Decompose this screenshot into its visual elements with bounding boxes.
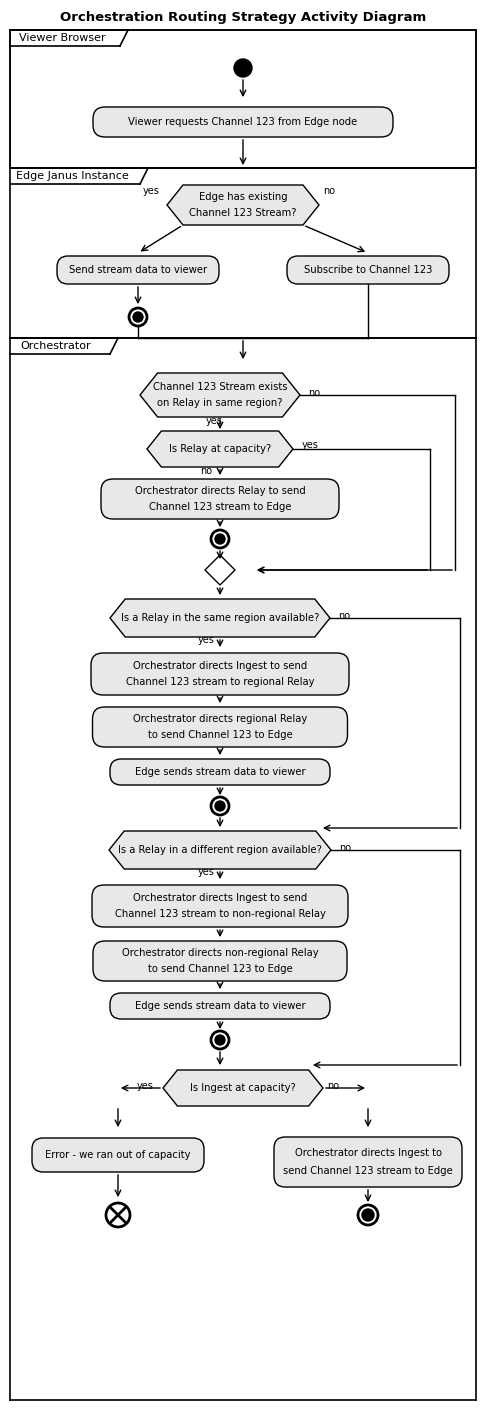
FancyBboxPatch shape: [110, 993, 330, 1020]
Text: no: no: [323, 186, 335, 196]
Polygon shape: [163, 1071, 323, 1106]
Text: Channel 123 Stream?: Channel 123 Stream?: [189, 207, 297, 219]
Circle shape: [211, 530, 229, 548]
Circle shape: [215, 801, 225, 811]
Text: Error - we ran out of capacity: Error - we ran out of capacity: [45, 1150, 191, 1160]
Polygon shape: [167, 185, 319, 224]
Text: Subscribe to Channel 123: Subscribe to Channel 123: [304, 266, 432, 275]
Text: to send Channel 123 to Edge: to send Channel 123 to Edge: [148, 730, 293, 740]
Text: to send Channel 123 to Edge: to send Channel 123 to Edge: [148, 964, 293, 974]
FancyBboxPatch shape: [101, 479, 339, 518]
Circle shape: [106, 1203, 130, 1227]
Text: Edge has existing: Edge has existing: [199, 192, 287, 202]
Text: yes: yes: [198, 868, 214, 878]
Polygon shape: [140, 373, 300, 417]
Text: Is a Relay in the same region available?: Is a Relay in the same region available?: [121, 613, 319, 623]
FancyBboxPatch shape: [93, 941, 347, 981]
Text: Viewer Browser: Viewer Browser: [18, 33, 105, 43]
Text: yes: yes: [302, 440, 319, 450]
Text: Channel 123 stream to non-regional Relay: Channel 123 stream to non-regional Relay: [115, 909, 326, 919]
Text: on Relay in same region?: on Relay in same region?: [157, 398, 283, 408]
Circle shape: [215, 534, 225, 544]
Text: no: no: [327, 1081, 339, 1091]
FancyBboxPatch shape: [92, 885, 348, 927]
FancyBboxPatch shape: [110, 760, 330, 785]
Circle shape: [358, 1206, 378, 1225]
Circle shape: [362, 1208, 374, 1221]
Text: Edge Janus Instance: Edge Janus Instance: [16, 170, 128, 180]
FancyBboxPatch shape: [287, 256, 449, 284]
Text: Orchestrator directs Ingest to: Orchestrator directs Ingest to: [295, 1147, 441, 1157]
Text: no: no: [338, 611, 350, 621]
FancyBboxPatch shape: [91, 653, 349, 694]
Polygon shape: [147, 432, 293, 467]
Circle shape: [211, 1031, 229, 1049]
Text: yes: yes: [198, 635, 214, 645]
Text: Viewer requests Channel 123 from Edge node: Viewer requests Channel 123 from Edge no…: [128, 116, 358, 126]
Text: Edge sends stream data to viewer: Edge sends stream data to viewer: [135, 767, 305, 777]
Text: Orchestrator directs Ingest to send: Orchestrator directs Ingest to send: [133, 660, 307, 672]
FancyBboxPatch shape: [57, 256, 219, 284]
Text: send Channel 123 stream to Edge: send Channel 123 stream to Edge: [283, 1166, 453, 1176]
Circle shape: [234, 60, 252, 77]
Text: Orchestrator: Orchestrator: [21, 341, 91, 351]
FancyBboxPatch shape: [274, 1137, 462, 1187]
Text: Orchestration Routing Strategy Activity Diagram: Orchestration Routing Strategy Activity …: [60, 11, 426, 24]
Text: Orchestrator directs Relay to send: Orchestrator directs Relay to send: [135, 486, 305, 496]
Text: Is Ingest at capacity?: Is Ingest at capacity?: [190, 1083, 296, 1093]
FancyBboxPatch shape: [92, 707, 347, 747]
Polygon shape: [109, 831, 331, 869]
Text: Orchestrator directs non-regional Relay: Orchestrator directs non-regional Relay: [122, 949, 318, 959]
Text: Edge sends stream data to viewer: Edge sends stream data to viewer: [135, 1001, 305, 1011]
Text: no: no: [200, 466, 212, 476]
Text: Send stream data to viewer: Send stream data to viewer: [69, 266, 207, 275]
Circle shape: [211, 797, 229, 815]
Text: yes: yes: [142, 186, 159, 196]
Circle shape: [133, 312, 143, 322]
FancyBboxPatch shape: [93, 106, 393, 136]
Text: Is a Relay in a different region available?: Is a Relay in a different region availab…: [118, 845, 322, 855]
Text: yes: yes: [206, 416, 223, 426]
Text: Orchestrator directs regional Relay: Orchestrator directs regional Relay: [133, 714, 307, 724]
Text: Channel 123 stream to Edge: Channel 123 stream to Edge: [149, 503, 291, 513]
Text: Channel 123 Stream exists: Channel 123 Stream exists: [153, 382, 287, 392]
FancyBboxPatch shape: [10, 30, 476, 168]
Polygon shape: [110, 599, 330, 638]
Text: no: no: [308, 388, 320, 398]
Polygon shape: [205, 555, 235, 585]
Text: Orchestrator directs Ingest to send: Orchestrator directs Ingest to send: [133, 893, 307, 903]
Text: Is Relay at capacity?: Is Relay at capacity?: [169, 444, 271, 454]
Text: Channel 123 stream to regional Relay: Channel 123 stream to regional Relay: [126, 677, 314, 687]
FancyBboxPatch shape: [32, 1137, 204, 1172]
Text: yes: yes: [137, 1081, 154, 1091]
Circle shape: [129, 308, 147, 327]
Circle shape: [215, 1035, 225, 1045]
Text: no: no: [339, 843, 351, 853]
